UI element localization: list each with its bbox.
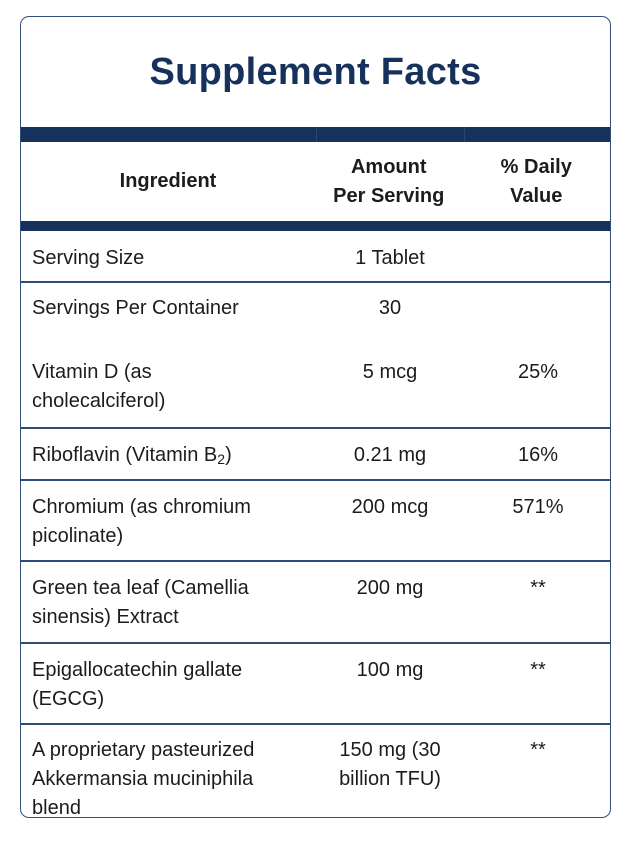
ingredient-line: (EGCG): [32, 688, 105, 710]
table-row: Chromium (as chromium picolinate) 200 mc…: [21, 481, 610, 562]
amount-line: 100 mg: [356, 659, 424, 681]
header-amount-line2: Per Serving: [333, 184, 445, 207]
daily-value: 571%: [512, 496, 564, 518]
header-daily-value: % Daily Value: [463, 142, 611, 221]
table-row: Riboflavin (Vitamin B2) 0.21 mg 16%: [21, 429, 610, 481]
amount-line: 200 mg: [356, 577, 424, 599]
ingredient-line: Epigallocatechin gallate: [32, 659, 243, 681]
table-row: Vitamin D (as cholecalciferol) 5 mcg 25%: [21, 326, 610, 429]
panel-title: Supplement Facts: [149, 50, 482, 93]
ingredient-line: A proprietary pasteurized: [32, 739, 255, 761]
amount-value: 1 Tablet: [316, 244, 464, 273]
ingredient-line: Chromium (as chromium: [32, 496, 251, 518]
ingredient-line: sinensis) Extract: [32, 606, 179, 628]
ingredient-text: Riboflavin (Vitamin B: [32, 444, 218, 466]
ingredient-line: blend: [32, 797, 81, 818]
amount-line: 5 mcg: [362, 361, 418, 383]
header-dv-line2: Value: [510, 184, 563, 207]
ingredient-line: picolinate): [32, 525, 124, 547]
daily-value: **: [530, 577, 546, 599]
table-row: Epigallocatechin gallate (EGCG) 100 mg *…: [21, 644, 610, 725]
header-bottom-bar: [21, 221, 610, 231]
ingredient-text-suffix: ): [225, 444, 232, 466]
ingredient-name: Epigallocatechin gallate (EGCG): [32, 656, 312, 714]
header-amount-line1: Amount: [350, 155, 427, 178]
amount-value: 30: [316, 294, 464, 323]
ingredient-name: Riboflavin (Vitamin B2): [32, 441, 312, 470]
table-row: A proprietary pasteurized Akkermansia mu…: [21, 725, 610, 818]
header-dv-line1: % Daily: [500, 155, 572, 178]
table-row: Serving Size 1 Tablet: [21, 231, 610, 283]
amount-value: 100 mg: [316, 656, 464, 685]
ingredient-name: Serving Size: [32, 244, 312, 273]
ingredient-name: Servings Per Container: [32, 294, 312, 323]
amount-value: 5 mcg: [316, 358, 464, 387]
ingredient-line: Serving Size: [32, 247, 145, 269]
ingredient-line: Akkermansia muciniphila: [32, 768, 254, 790]
amount-value: 200 mg: [316, 574, 464, 603]
amount-line: 200 mcg: [351, 496, 429, 518]
ingredient-line: Servings Per Container: [32, 297, 239, 319]
header-ingredient: Ingredient: [21, 142, 315, 221]
amount-value: 0.21 mg: [316, 441, 464, 470]
header-ingredient-label: Ingredient: [119, 170, 217, 192]
amount-line: 0.21 mg: [353, 444, 427, 466]
ingredient-line: cholecalciferol): [32, 390, 166, 412]
ingredient-line: Vitamin D (as: [32, 361, 152, 383]
daily-value: 25%: [517, 361, 559, 383]
table-row: Servings Per Container 30: [21, 283, 610, 326]
header-top-bar: [21, 127, 610, 142]
column-divider: [464, 127, 465, 142]
ingredient-line: Green tea leaf (Camellia: [32, 577, 249, 599]
ingredient-name: Chromium (as chromium picolinate): [32, 493, 312, 551]
amount-line: 30: [378, 297, 402, 319]
ingredient-name: A proprietary pasteurized Akkermansia mu…: [32, 736, 312, 818]
amount-line: 150 mg (30: [339, 739, 441, 761]
supplement-facts-panel: Supplement Facts Ingredient Amount Per S…: [20, 16, 611, 818]
daily-value: 16%: [517, 444, 559, 466]
amount-value: 150 mg (30 billion TFU): [316, 736, 464, 794]
table-row: Green tea leaf (Camellia sinensis) Extra…: [21, 562, 610, 644]
table-header: Ingredient Amount Per Serving % Daily Va…: [21, 142, 610, 221]
amount-line: billion TFU): [339, 768, 441, 790]
daily-value: **: [530, 739, 546, 761]
header-amount: Amount Per Serving: [315, 142, 463, 221]
amount-line: 1 Tablet: [355, 247, 425, 269]
ingredient-subscript: 2: [217, 451, 226, 467]
amount-value: 200 mcg: [316, 493, 464, 522]
column-divider: [316, 127, 317, 142]
daily-value: **: [530, 659, 546, 681]
ingredient-name: Vitamin D (as cholecalciferol): [32, 358, 312, 416]
ingredient-name: Green tea leaf (Camellia sinensis) Extra…: [32, 574, 312, 632]
